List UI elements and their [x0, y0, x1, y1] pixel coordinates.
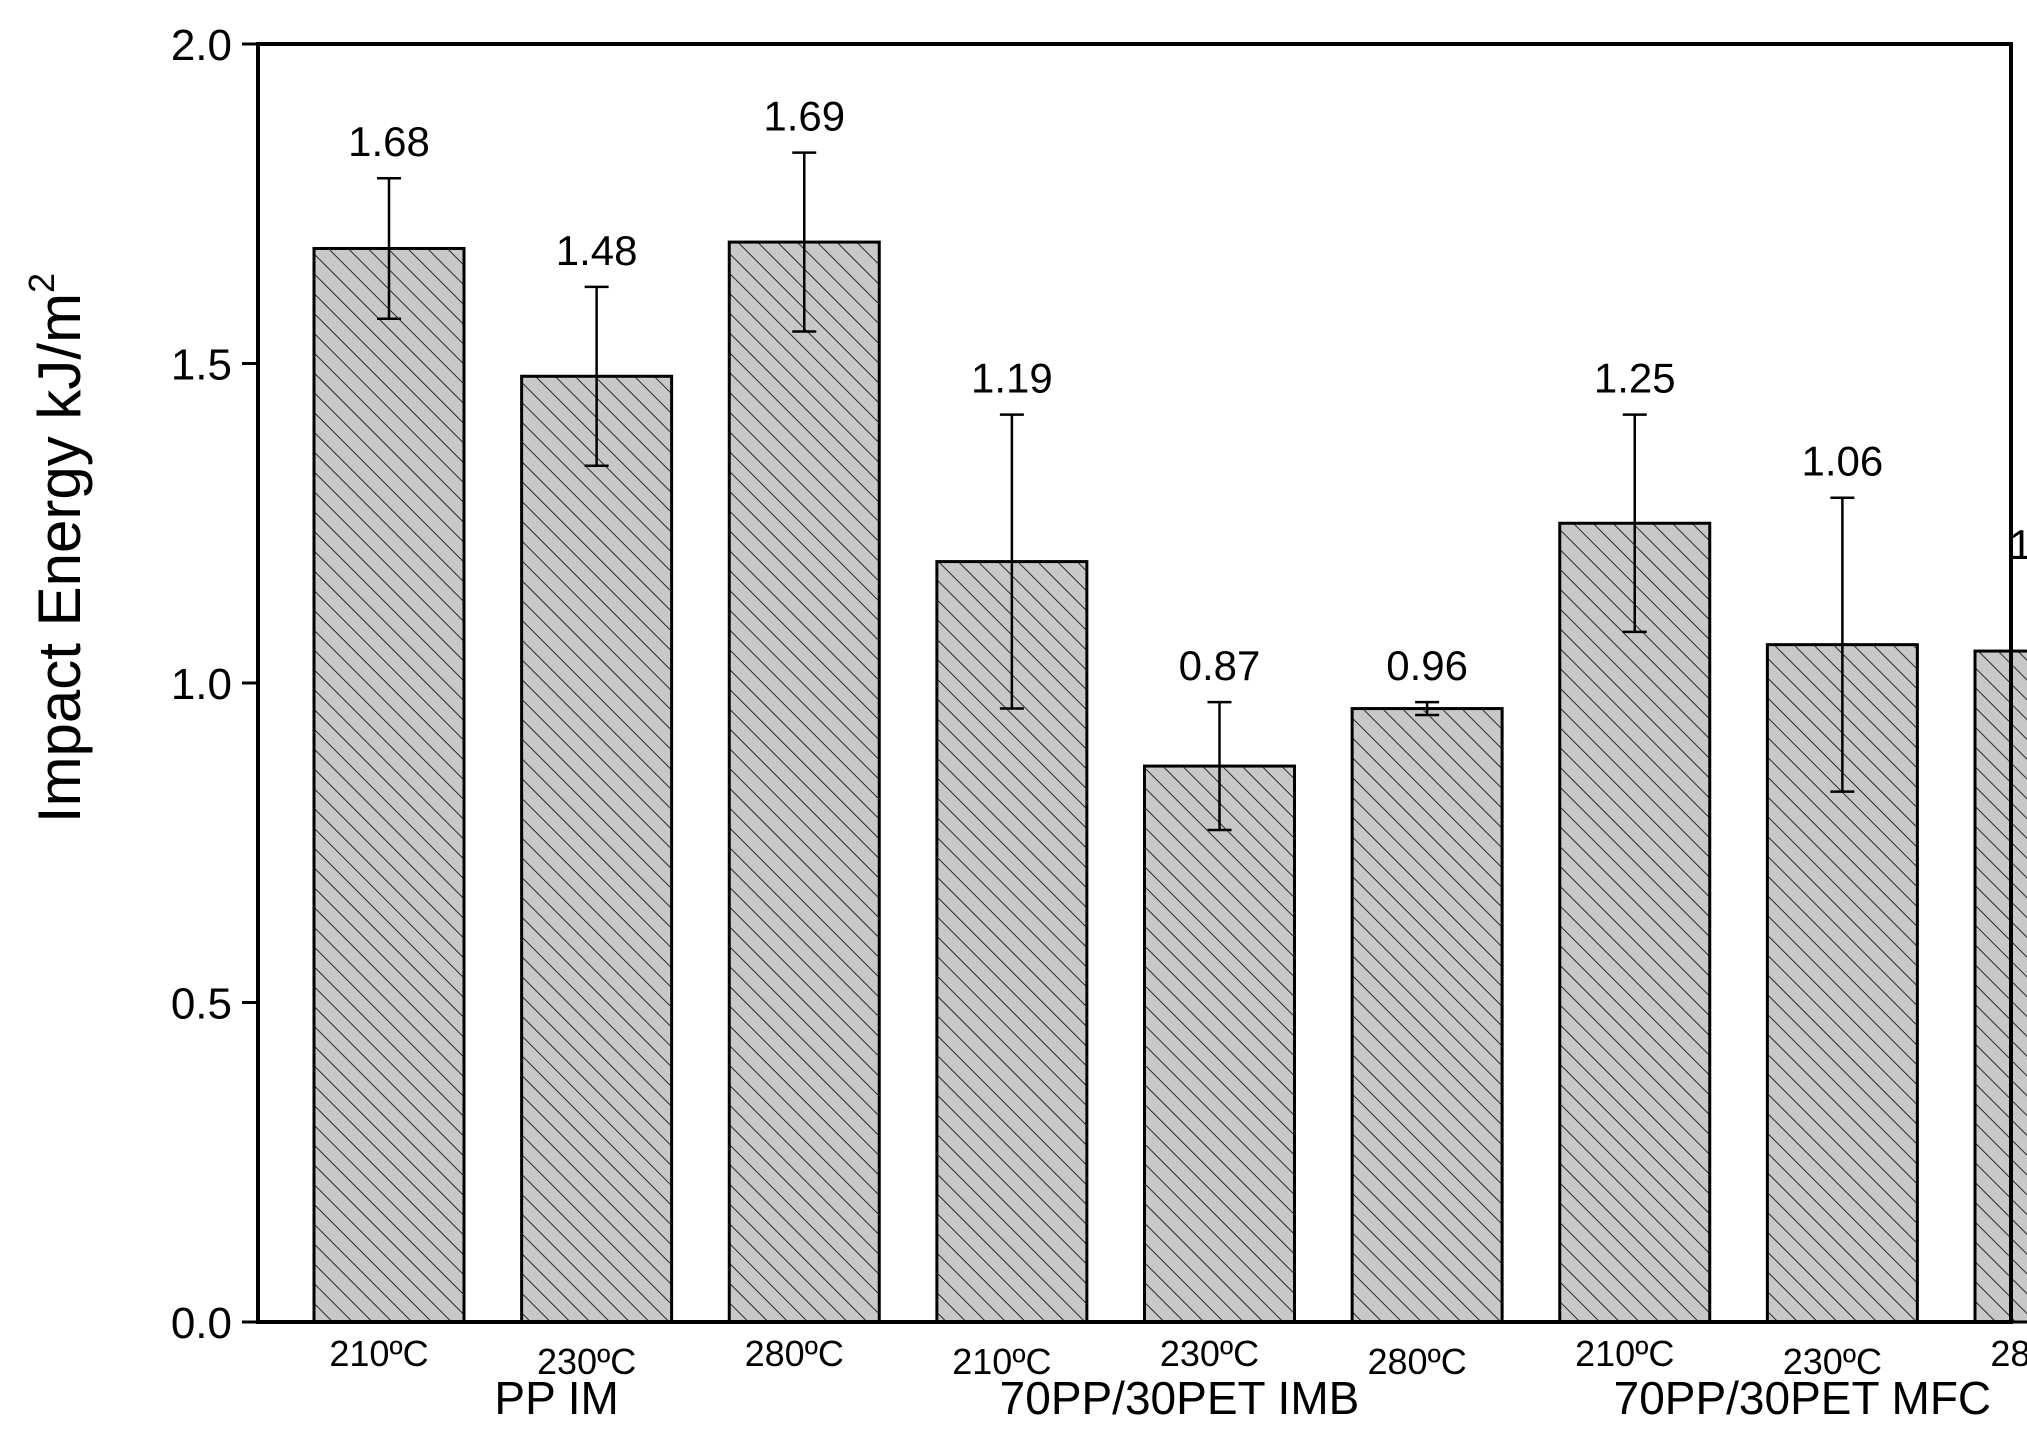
bar	[1143, 764, 1296, 1324]
category-label: 230ºC	[1783, 1341, 1882, 1382]
bar	[1973, 649, 2027, 1324]
group-label: PP IM	[494, 1372, 618, 1424]
y-tick-label: 0.0	[171, 1299, 232, 1348]
group-label: 70PP/30PET IMB	[1000, 1372, 1360, 1424]
y-tick-label: 2.0	[171, 21, 232, 70]
error-bar	[1622, 413, 1647, 634]
bar	[1350, 707, 1504, 1324]
data-label: 1.06	[1802, 438, 1884, 485]
error-bar	[792, 151, 817, 333]
bar	[727, 240, 881, 1324]
error-bar	[999, 413, 1024, 710]
category-label: 280ºC	[745, 1333, 844, 1374]
error-bars-layer	[377, 151, 1855, 832]
category-label: 230ºC	[1160, 1333, 1259, 1374]
error-bar	[584, 285, 609, 467]
category-label: 210ºC	[329, 1333, 428, 1374]
category-label: 280ºC	[1990, 1333, 2027, 1374]
bar	[1558, 521, 1712, 1324]
group-label: 70PP/30PET MFC	[1614, 1372, 1992, 1424]
bar	[312, 246, 466, 1324]
x-axis-category-labels: 210ºC 230ºC 280ºC 210ºC 230ºC 280ºC 210ºC 230ºC…	[329, 1333, 2027, 1382]
error-bar	[1415, 700, 1440, 717]
y-tick-label: 1.5	[171, 341, 232, 390]
category-label: 210ºC	[952, 1341, 1051, 1382]
value-labels-layer: 1.68 1.48 1.69 1.19 0.87 0.96 1.25 1.06 1.05	[348, 93, 2027, 690]
error-bar	[1207, 700, 1232, 832]
error-bar	[1830, 496, 1855, 793]
data-label: 1.05	[2009, 521, 2027, 568]
data-label: 1.25	[1594, 355, 1676, 402]
y-axis: 0.0 0.5 1.0 1.5 2.0	[171, 21, 258, 1348]
category-label: 230ºC	[537, 1341, 636, 1382]
data-label: 1.68	[348, 118, 430, 165]
error-bar	[377, 176, 401, 321]
data-label: 1.19	[971, 355, 1053, 402]
y-tick-label: 0.5	[171, 980, 232, 1029]
x-axis-group-labels: PP IM 70PP/30PET IMB 70PP/30PET MFC	[494, 1372, 1991, 1424]
category-label: 210ºC	[1575, 1333, 1674, 1374]
data-label: 1.69	[763, 93, 845, 140]
bars-layer	[312, 240, 2027, 1324]
data-label: 1.48	[556, 227, 638, 274]
y-tick-label: 1.0	[171, 660, 232, 709]
data-label: 0.87	[1179, 642, 1261, 689]
category-label: 280ºC	[1368, 1341, 1467, 1382]
data-label: 0.96	[1386, 642, 1468, 689]
y-axis-title: Impact Energy kJ/m2	[21, 273, 93, 823]
bar	[520, 374, 674, 1324]
